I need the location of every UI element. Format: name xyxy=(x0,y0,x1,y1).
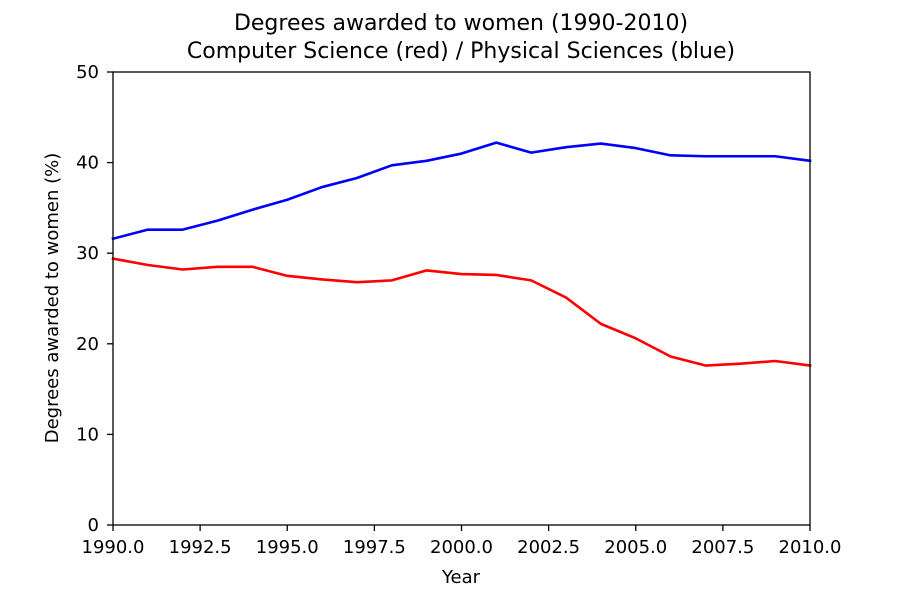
x-tick-label: 1992.5 xyxy=(169,537,232,558)
x-tick-label: 2007.5 xyxy=(691,537,754,558)
x-tick-label: 2002.5 xyxy=(517,537,580,558)
x-tick-label: 1990.0 xyxy=(82,537,145,558)
x-tick-label: 2000.0 xyxy=(430,537,493,558)
x-tick-label: 2010.0 xyxy=(779,537,842,558)
y-tick-label: 40 xyxy=(76,153,99,174)
x-axis-label: Year xyxy=(441,567,481,588)
x-tick-label: 1995.0 xyxy=(256,537,319,558)
axes-frame xyxy=(112,71,811,526)
chart-subtitle: Computer Science (red) / Physical Scienc… xyxy=(187,39,735,64)
y-axis-label: Degrees awarded to women (%) xyxy=(42,153,63,444)
y-tick-label: 30 xyxy=(76,243,99,264)
y-tick-label: 50 xyxy=(76,62,99,83)
x-tick-label: 1997.5 xyxy=(343,537,406,558)
series-line-1 xyxy=(111,257,812,367)
x-tick-label: 2005.0 xyxy=(604,537,667,558)
series-line-0 xyxy=(111,141,812,241)
y-tick-label: 20 xyxy=(76,334,99,355)
plot-area: 1990.0 1992.5 1995.0 1997.5 2000.0 2002.5 2005… xyxy=(76,62,841,558)
y-tick-label: 10 xyxy=(76,424,99,445)
chart-title: Degrees awarded to women (1990-2010) xyxy=(234,11,688,36)
y-tick-label: 0 xyxy=(88,515,99,536)
